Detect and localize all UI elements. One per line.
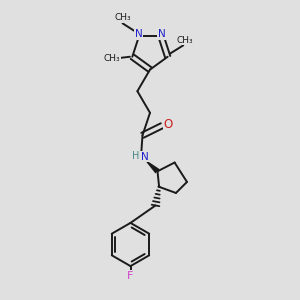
Text: N: N (135, 29, 142, 40)
Text: H: H (132, 151, 139, 161)
Text: F: F (127, 271, 134, 281)
Text: N: N (158, 29, 165, 40)
Text: CH₃: CH₃ (114, 14, 131, 22)
Text: N: N (141, 152, 148, 162)
Text: O: O (164, 118, 172, 131)
Text: CH₃: CH₃ (103, 54, 120, 63)
Text: CH₃: CH₃ (176, 36, 193, 45)
Polygon shape (143, 158, 160, 173)
